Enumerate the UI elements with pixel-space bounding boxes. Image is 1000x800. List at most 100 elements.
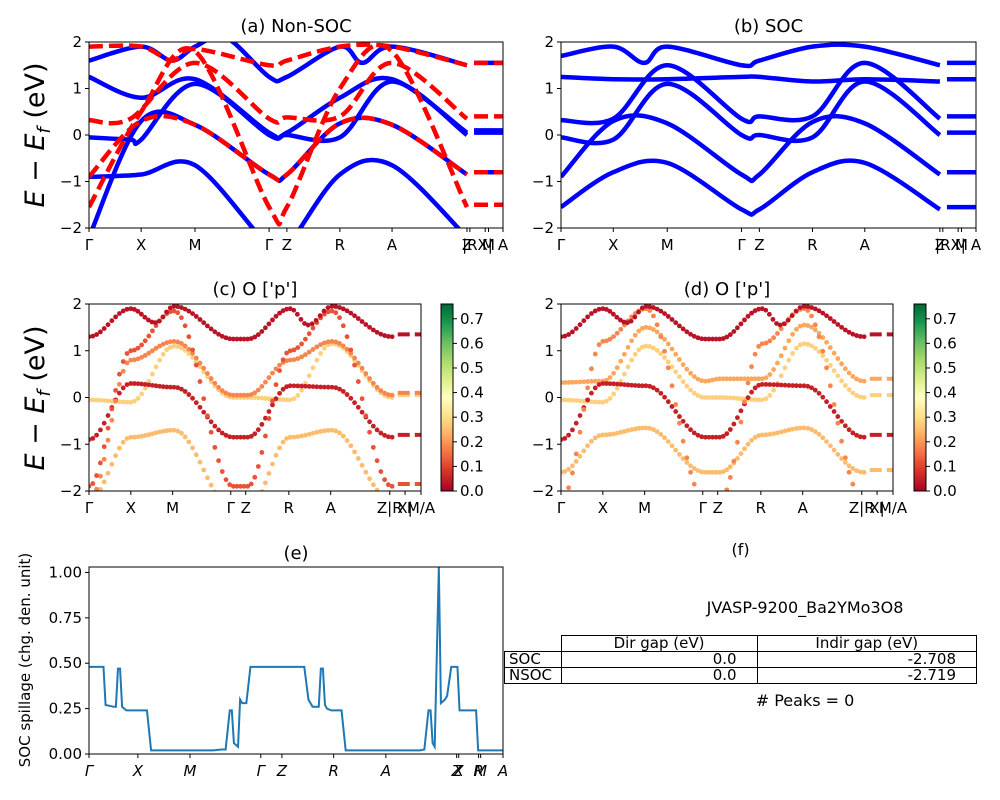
y-tick-label-e: 0.25 xyxy=(49,700,82,718)
projection-dot xyxy=(790,331,796,337)
projection-dot xyxy=(252,395,258,401)
projection-dot xyxy=(639,425,645,431)
projection-dot xyxy=(724,467,730,473)
projection-dot xyxy=(752,351,758,357)
projection-dot xyxy=(654,306,660,312)
projection-dot xyxy=(786,338,792,344)
projection-dot xyxy=(201,365,207,371)
projection-dot xyxy=(266,416,272,421)
y-tick-label-b: 2 xyxy=(544,33,554,51)
projection-dot xyxy=(310,347,316,352)
projection-dot xyxy=(205,323,210,329)
projection-dot xyxy=(684,455,690,461)
projection-dot xyxy=(566,485,572,491)
projection-dot xyxy=(782,345,788,351)
projection-dot xyxy=(839,324,844,330)
projection-dot xyxy=(280,386,286,392)
projection-dot xyxy=(389,392,395,398)
band-line-SOC xyxy=(561,42,941,69)
projection-dot xyxy=(854,468,860,474)
projection-dot xyxy=(98,329,103,335)
projection-dot xyxy=(600,339,606,344)
projection-dot xyxy=(164,384,170,390)
projection-dot xyxy=(382,477,388,483)
projection-dot xyxy=(227,482,233,488)
projection-dot xyxy=(277,310,282,316)
projection-dot xyxy=(201,467,207,473)
projection-dot xyxy=(164,428,170,434)
projection-dot xyxy=(805,323,811,328)
projection-dot xyxy=(153,364,159,370)
projection-dot xyxy=(142,338,148,344)
band-line-SOC xyxy=(561,113,942,184)
y-tick-label-b: 0 xyxy=(544,126,554,144)
projection-dot xyxy=(333,428,339,434)
projection-dot xyxy=(805,304,811,310)
projection-dot xyxy=(699,394,705,400)
projection-dot xyxy=(763,340,769,346)
projection-dot xyxy=(321,308,327,314)
projection-dot xyxy=(842,327,848,333)
projection-dot xyxy=(805,425,811,431)
projection-dot xyxy=(220,501,225,506)
projection-dot xyxy=(846,387,852,393)
projection-dot xyxy=(252,502,257,507)
colorbar-tick-label: 0.5 xyxy=(933,359,957,377)
y-tick-label-d: −2 xyxy=(532,482,554,500)
projection-dot xyxy=(160,428,166,434)
projection-dot xyxy=(255,387,261,393)
projection-dot xyxy=(596,306,602,312)
projection-dot xyxy=(175,304,181,310)
projection-dot xyxy=(710,469,715,475)
projection-dot xyxy=(688,427,693,433)
projection-dot xyxy=(113,314,119,320)
projection-dot xyxy=(710,336,715,342)
y-tick-label-c: −2 xyxy=(60,482,82,500)
projection-dot xyxy=(146,378,152,384)
projection-dot xyxy=(662,336,667,342)
projection-dot xyxy=(720,395,726,400)
table-row: NSOC 0.0 -2.719 xyxy=(504,667,978,684)
panel-title-b: (b) SOC xyxy=(734,16,803,37)
projection-dot xyxy=(562,397,568,403)
projection-dot xyxy=(695,376,701,382)
projection-dot xyxy=(337,305,342,310)
projection-dot xyxy=(662,394,667,400)
projection-dot xyxy=(90,333,96,339)
colorbar-tick-label: 0.4 xyxy=(933,384,957,402)
projection-dot xyxy=(573,379,579,385)
projection-dot xyxy=(731,376,737,382)
projection-dot xyxy=(333,304,339,310)
projection-dot xyxy=(767,431,773,437)
projection-dot xyxy=(790,426,796,432)
projection-dot xyxy=(699,336,705,342)
y-axis-label-e: SOC spillage (chg. den. unit) xyxy=(16,553,34,768)
projection-dot xyxy=(600,399,606,405)
projection-dot xyxy=(325,384,331,390)
projection-dot xyxy=(208,326,214,332)
projection-dot xyxy=(636,328,642,334)
band-line-SOC xyxy=(561,60,942,126)
spillage-line xyxy=(89,566,503,752)
projection-dot xyxy=(749,389,754,395)
projection-dot xyxy=(238,392,243,398)
y-tick-label-c: 0 xyxy=(72,389,82,407)
projection-dot xyxy=(89,483,92,489)
projection-dot xyxy=(614,385,620,391)
projection-dot xyxy=(742,399,747,405)
projection-dot xyxy=(94,332,100,337)
projection-dot xyxy=(109,406,115,412)
projection-dot xyxy=(284,397,290,403)
projection-dot xyxy=(618,429,624,435)
projection-dot xyxy=(589,378,594,384)
projection-dot xyxy=(596,433,602,439)
projection-dot xyxy=(223,335,229,341)
band-line-spin-down xyxy=(89,42,470,227)
projection-dot xyxy=(850,390,856,396)
projection-dot xyxy=(839,378,844,384)
projection-dot xyxy=(839,361,844,367)
projection-dot xyxy=(669,404,675,409)
projection-dot xyxy=(374,487,380,491)
y-axis-label-a: E − Ef (eV) xyxy=(20,63,55,208)
projection-dot xyxy=(665,399,671,405)
